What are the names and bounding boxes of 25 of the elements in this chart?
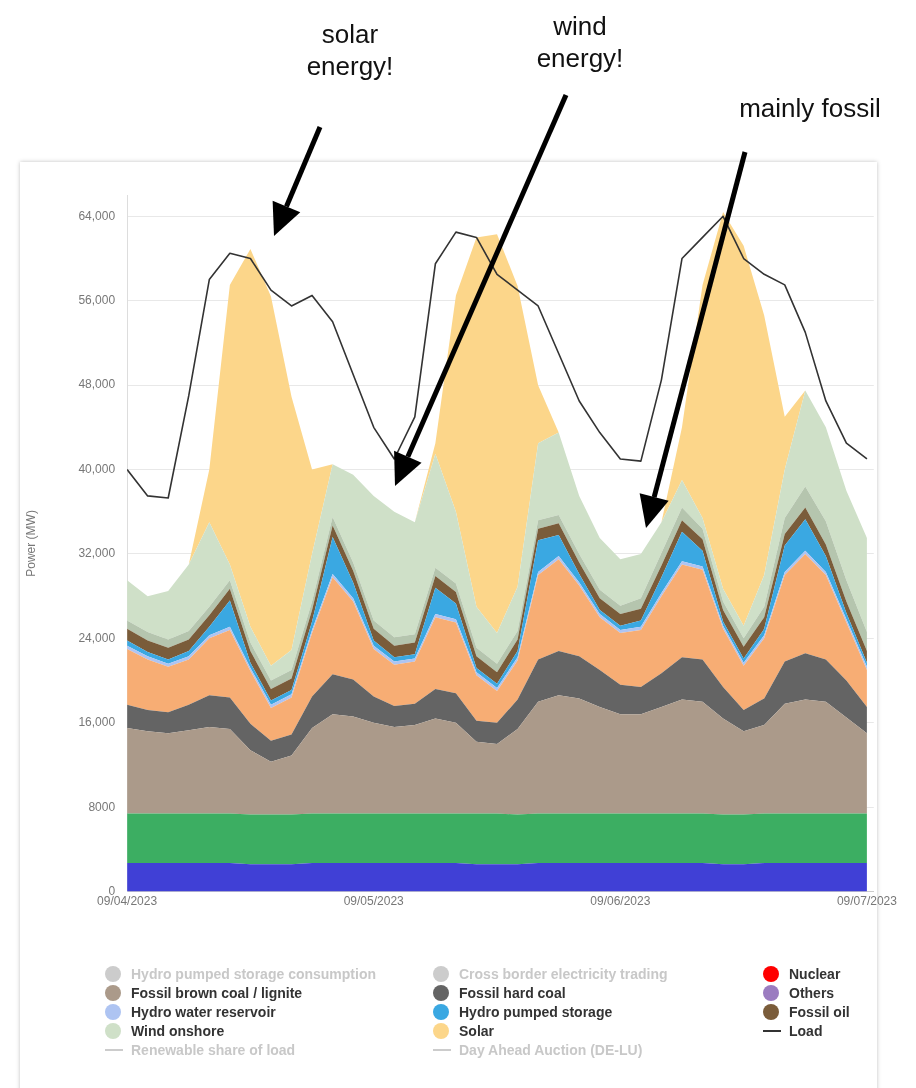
legend-label: Wind onshore: [131, 1022, 225, 1039]
y-tick-label: 40,000: [78, 461, 116, 476]
x-tick-label: 09/06/2023: [590, 894, 651, 909]
y-tick-label: 32,000: [78, 546, 116, 561]
y-tick-label: 24,000: [78, 630, 116, 645]
y-tick-label: 8000: [88, 799, 116, 814]
y-axis-title: Power (MW): [23, 510, 38, 577]
legend-label: Fossil oil: [789, 1003, 850, 1020]
legend-label: Hydro water reservoir: [131, 1003, 276, 1020]
text: solar energy!: [305, 18, 395, 82]
text: mainly fossil: [738, 92, 882, 124]
y-tick-label: 56,000: [78, 293, 116, 308]
x-tick-label: 09/05/2023: [343, 894, 405, 909]
y-tick-label: 48,000: [78, 377, 116, 392]
legend-label: Load: [789, 1022, 823, 1039]
legend-label: Hydro pumped storage: [459, 1003, 613, 1020]
legend-label: Fossil brown coal / lignite: [131, 984, 303, 1001]
x-tick-label: 09/07/2023: [836, 894, 898, 909]
y-tick-label: 16,000: [78, 715, 116, 730]
text: wind energy!: [535, 10, 625, 74]
legend-label: Others: [789, 984, 835, 1001]
legend-label: Solar: [459, 1022, 495, 1039]
y-tick-label: 64,000: [78, 208, 116, 223]
legend-label: Fossil hard coal: [459, 984, 566, 1001]
legend-label: Nuclear: [789, 965, 841, 982]
